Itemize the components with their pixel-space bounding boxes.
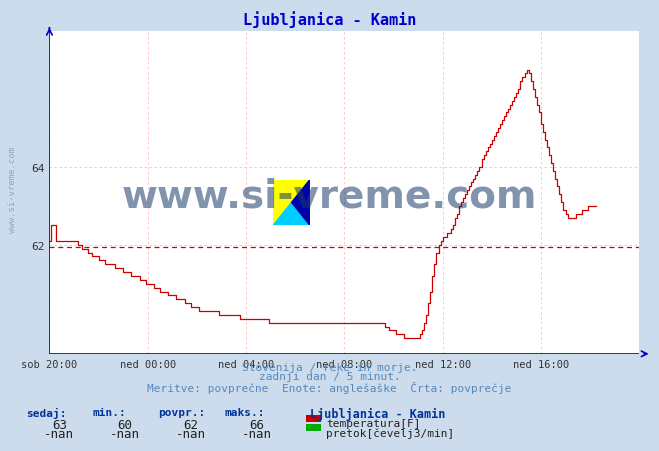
Text: 60: 60 [118, 418, 132, 431]
Polygon shape [273, 180, 310, 226]
Text: www.si-vreme.com: www.si-vreme.com [122, 177, 537, 215]
Text: 62: 62 [184, 418, 198, 431]
Text: povpr.:: povpr.: [158, 407, 206, 417]
Text: -nan: -nan [176, 428, 206, 441]
Text: pretok[čevelj3/min]: pretok[čevelj3/min] [326, 428, 455, 438]
Text: www.si-vreme.com: www.si-vreme.com [8, 147, 17, 232]
Text: 66: 66 [250, 418, 264, 431]
Text: maks.:: maks.: [224, 407, 264, 417]
Text: 63: 63 [52, 418, 67, 431]
Text: temperatura[F]: temperatura[F] [326, 418, 420, 428]
Text: -nan: -nan [242, 428, 272, 441]
Polygon shape [291, 180, 310, 226]
Polygon shape [273, 180, 310, 226]
Text: Ljubljanica - Kamin: Ljubljanica - Kamin [310, 407, 445, 420]
Text: zadnji dan / 5 minut.: zadnji dan / 5 minut. [258, 372, 401, 382]
Text: Ljubljanica - Kamin: Ljubljanica - Kamin [243, 11, 416, 28]
Text: min.:: min.: [92, 407, 126, 417]
Text: -nan: -nan [110, 428, 140, 441]
Text: -nan: -nan [44, 428, 74, 441]
Text: Meritve: povprečne  Enote: anglešaške  Črta: povprečje: Meritve: povprečne Enote: anglešaške Črt… [147, 382, 512, 394]
Text: Slovenija / reke in morje.: Slovenija / reke in morje. [242, 362, 417, 372]
Text: sedaj:: sedaj: [26, 407, 67, 418]
